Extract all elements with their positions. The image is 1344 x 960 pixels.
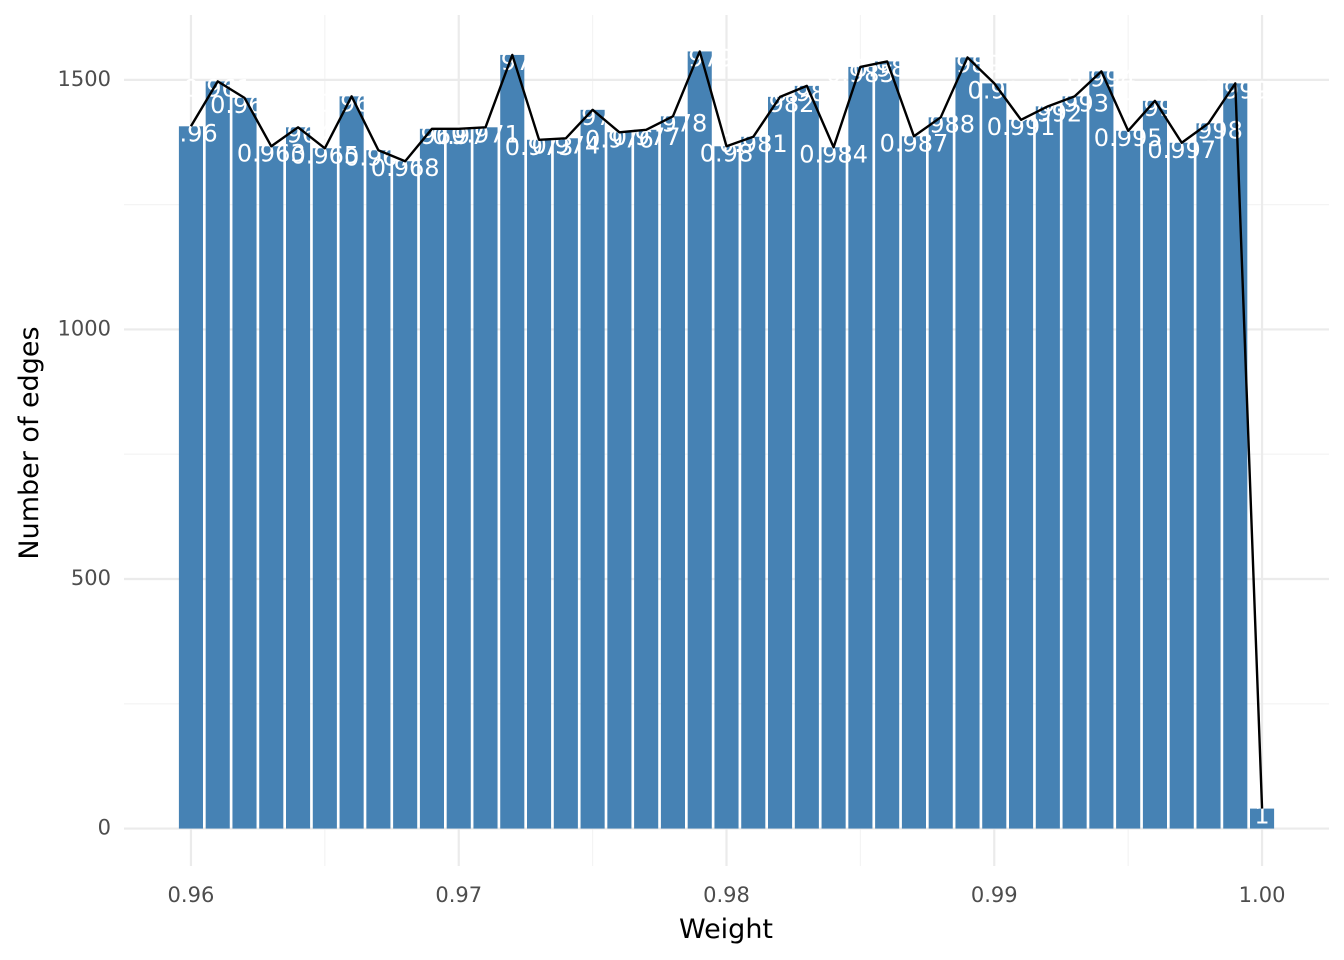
bar-value-label: 0.981 [719, 130, 788, 158]
bar [1223, 83, 1248, 829]
bar [446, 128, 471, 829]
bar [259, 146, 284, 829]
bar [205, 81, 230, 829]
bar-value-label: 0.997 [1147, 136, 1216, 164]
bar-value-label: 0.97 [432, 122, 485, 150]
bar-value-label: 0.969 [398, 122, 467, 150]
bar [580, 109, 605, 829]
bar [393, 161, 418, 829]
bar [366, 150, 391, 829]
bar [1169, 142, 1194, 829]
bar [178, 126, 203, 829]
bar [794, 85, 819, 829]
bar-value-label: 0.975 [558, 103, 627, 131]
bar [473, 127, 498, 829]
trend-line-group [189, 50, 1264, 809]
bar-value-label: 0.992 [1013, 99, 1082, 127]
bar-value-label: 0.968 [371, 154, 440, 182]
bar [419, 128, 444, 829]
bar [553, 138, 578, 829]
bar [741, 136, 766, 829]
bar [768, 96, 793, 829]
bar [1196, 123, 1221, 829]
bar-value-label: 0.961 [183, 74, 252, 102]
bar-value-label: 0.962 [210, 91, 279, 119]
bar-value-label: 0.993 [1040, 89, 1109, 117]
bar [232, 97, 257, 829]
bar-value-label: 0.96 [164, 119, 217, 147]
bar [955, 57, 980, 829]
bar-value-label: 0.979 [665, 44, 734, 72]
bars [178, 51, 1275, 829]
bar [1142, 100, 1167, 829]
x-tick-label: 0.97 [435, 883, 482, 907]
bar [286, 127, 311, 829]
x-tick-label: 1.00 [1239, 883, 1286, 907]
bar-value-label: 0.989 [933, 50, 1002, 78]
x-axis-title: Weight [679, 914, 773, 945]
bar [312, 148, 337, 829]
bar [634, 129, 659, 829]
trend-line [189, 50, 1264, 809]
bar [821, 147, 846, 829]
bar [339, 96, 364, 829]
bar-value-label: 0.974 [531, 131, 600, 159]
y-tick-label: 1000 [58, 316, 111, 340]
bar [848, 66, 873, 829]
bar-value-label: 0.985 [826, 60, 895, 88]
bar-value-label: 0.986 [853, 54, 922, 82]
bar [1035, 106, 1060, 829]
bar-value-label: 1 [1254, 802, 1269, 830]
bar-value-label: 0.972 [478, 48, 547, 76]
bar [928, 117, 953, 829]
bar-value-label: 0.982 [746, 90, 815, 118]
bar-value-label: 0.991 [987, 113, 1056, 141]
bar [660, 116, 685, 829]
bar [1089, 71, 1114, 829]
bar [1116, 130, 1141, 829]
bar [1250, 808, 1275, 829]
bar [1062, 96, 1087, 829]
x-axis-ticks: 0.96 0.97 0.98 0.99 1.00 [168, 883, 1286, 907]
y-tick-label: 1500 [58, 67, 111, 91]
bar [982, 83, 1007, 829]
bar [1009, 119, 1034, 829]
bar-value-label: 0.977 [612, 123, 681, 151]
x-tick-label: 0.99 [971, 883, 1018, 907]
bar-value-label: 0.983 [772, 79, 841, 107]
bar [875, 61, 900, 829]
bar-value-label: 0.996 [1121, 94, 1190, 122]
bar [714, 146, 739, 829]
bar [500, 54, 525, 829]
x-tick-label: 0.96 [168, 883, 215, 907]
y-tick-label: 500 [71, 566, 111, 590]
y-axis-ticks: 0 500 1000 1500 [58, 67, 111, 840]
y-axis-title: Number of edges [14, 326, 45, 559]
bar [527, 139, 552, 829]
bar-value-label: 0.994 [1067, 64, 1136, 92]
x-tick-label: 0.98 [703, 883, 750, 907]
y-tick-label: 0 [98, 816, 111, 840]
bar [901, 136, 926, 829]
bar [687, 51, 712, 829]
bar-value-label: 0.966 [317, 89, 386, 117]
bar-value-label: 0.99 [968, 76, 1021, 104]
bar [607, 132, 632, 829]
